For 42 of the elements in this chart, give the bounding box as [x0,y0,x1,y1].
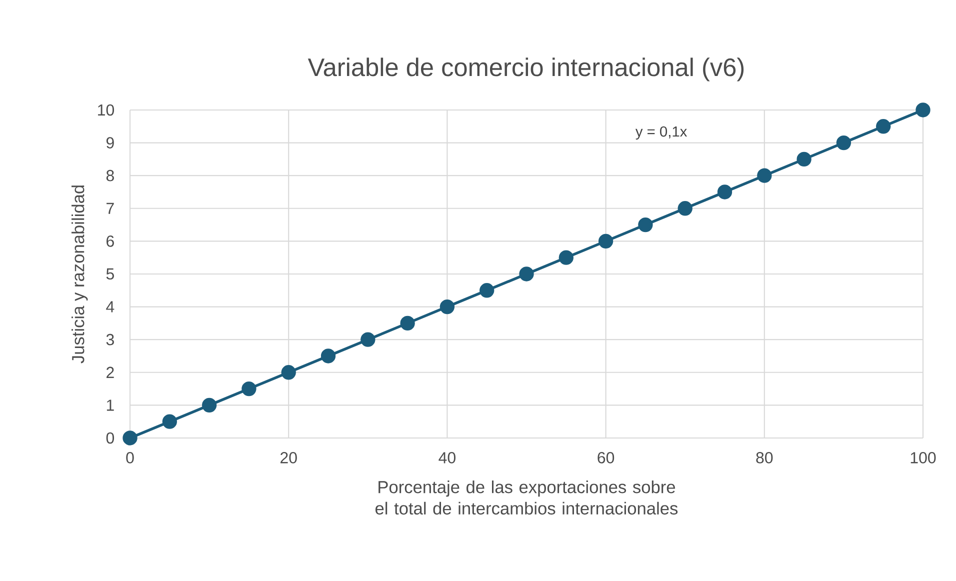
point [360,332,376,347]
y-tick-label: 5 [106,268,114,280]
y-axis-title: Justicia y razonabilidad [72,186,88,364]
y-tick-label: 4 [106,301,114,312]
point [757,168,772,183]
point [122,430,138,446]
point [638,217,653,232]
point [480,283,494,298]
point [440,299,455,314]
y-tick-label: 7 [106,202,114,214]
point [519,266,534,282]
x-tick-label: 80 [756,452,773,464]
x-tick-label: 100 [910,452,936,464]
point [717,184,732,200]
annotation: y = 0,1x [635,126,688,140]
point [202,398,217,413]
x-tick-label: 60 [598,452,614,464]
x-tick-label: 0 [126,452,134,464]
x-tick-label: 40 [438,452,456,464]
point [320,348,336,364]
y-tick-label: 10 [98,104,114,116]
y-tick-label: 8 [106,170,114,182]
point [242,381,256,396]
point [598,234,614,249]
y-tick-label: 0 [106,432,114,444]
x-tick-label: 20 [280,452,297,464]
y-tick-label: 3 [106,334,114,346]
point [162,414,177,429]
point [876,119,891,134]
point [281,365,296,380]
point [796,152,812,167]
x-axis-title: Porcentaje de las exportaciones sobre el total de intercambios internacionales [375,480,678,515]
point [836,135,852,150]
y-tick-label: 1 [106,400,114,411]
y-tick-label: 9 [106,137,114,148]
point [400,316,415,331]
chart-title: Variable de comercio internacional (v6) [308,58,744,82]
point [678,201,692,216]
point [916,102,930,118]
point [558,250,574,265]
y-tick-label: 2 [106,366,114,378]
y-tick-label: 6 [106,236,114,247]
